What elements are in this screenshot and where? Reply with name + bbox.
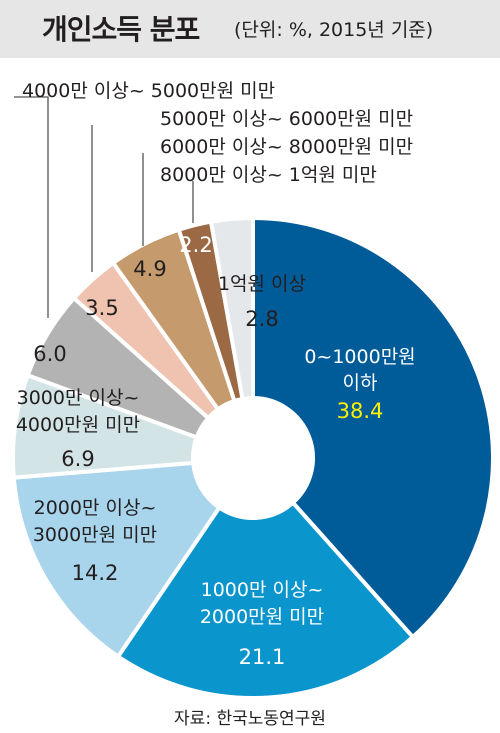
- slice-value: 2.2: [179, 233, 212, 257]
- slice-value: 3.5: [85, 296, 118, 320]
- slice-label: 1억원 이상: [218, 273, 306, 295]
- callout-label: 8000만 이상~ 1억원 미만: [160, 164, 377, 186]
- slice-value: 21.1: [239, 645, 286, 669]
- slice-label: 이하: [343, 372, 378, 394]
- source-note: 자료: 한국노동연구원: [174, 709, 326, 729]
- slice-label: 2000만원 미만: [200, 606, 324, 628]
- slice-value: 4.9: [133, 257, 166, 281]
- slice-value: 38.4: [337, 399, 384, 423]
- chart-subtitle: (단위: %, 2015년 기준): [234, 19, 434, 41]
- slice-value: 14.2: [72, 561, 119, 585]
- slice-value: 2.8: [245, 307, 278, 331]
- slice-value: 6.0: [33, 342, 66, 366]
- callout-label: 4000만 이상~ 5000만원 미만: [22, 80, 275, 102]
- slice-label: 2000만 이상~: [34, 497, 157, 519]
- slice-label: 3000만 이상~: [17, 387, 140, 409]
- title-bar: 개인소득 분포 (단위: %, 2015년 기준): [0, 0, 500, 58]
- leader-line: [14, 96, 49, 318]
- donut-hole: [193, 398, 313, 518]
- slice-label: 1000만 이상~: [201, 579, 324, 601]
- slice-label: 4000만원 미만: [16, 414, 140, 436]
- callout-label: 6000만 이상~ 8000만원 미만: [160, 136, 413, 158]
- slice-value: 6.9: [61, 447, 94, 471]
- callout-label: 5000만 이상~ 6000만원 미만: [160, 108, 413, 130]
- slice-label: 0~1000만원: [304, 346, 415, 368]
- slice-label: 3000만원 미만: [33, 524, 157, 546]
- chart-title: 개인소득 분포: [42, 13, 200, 46]
- slices: [11, 216, 495, 700]
